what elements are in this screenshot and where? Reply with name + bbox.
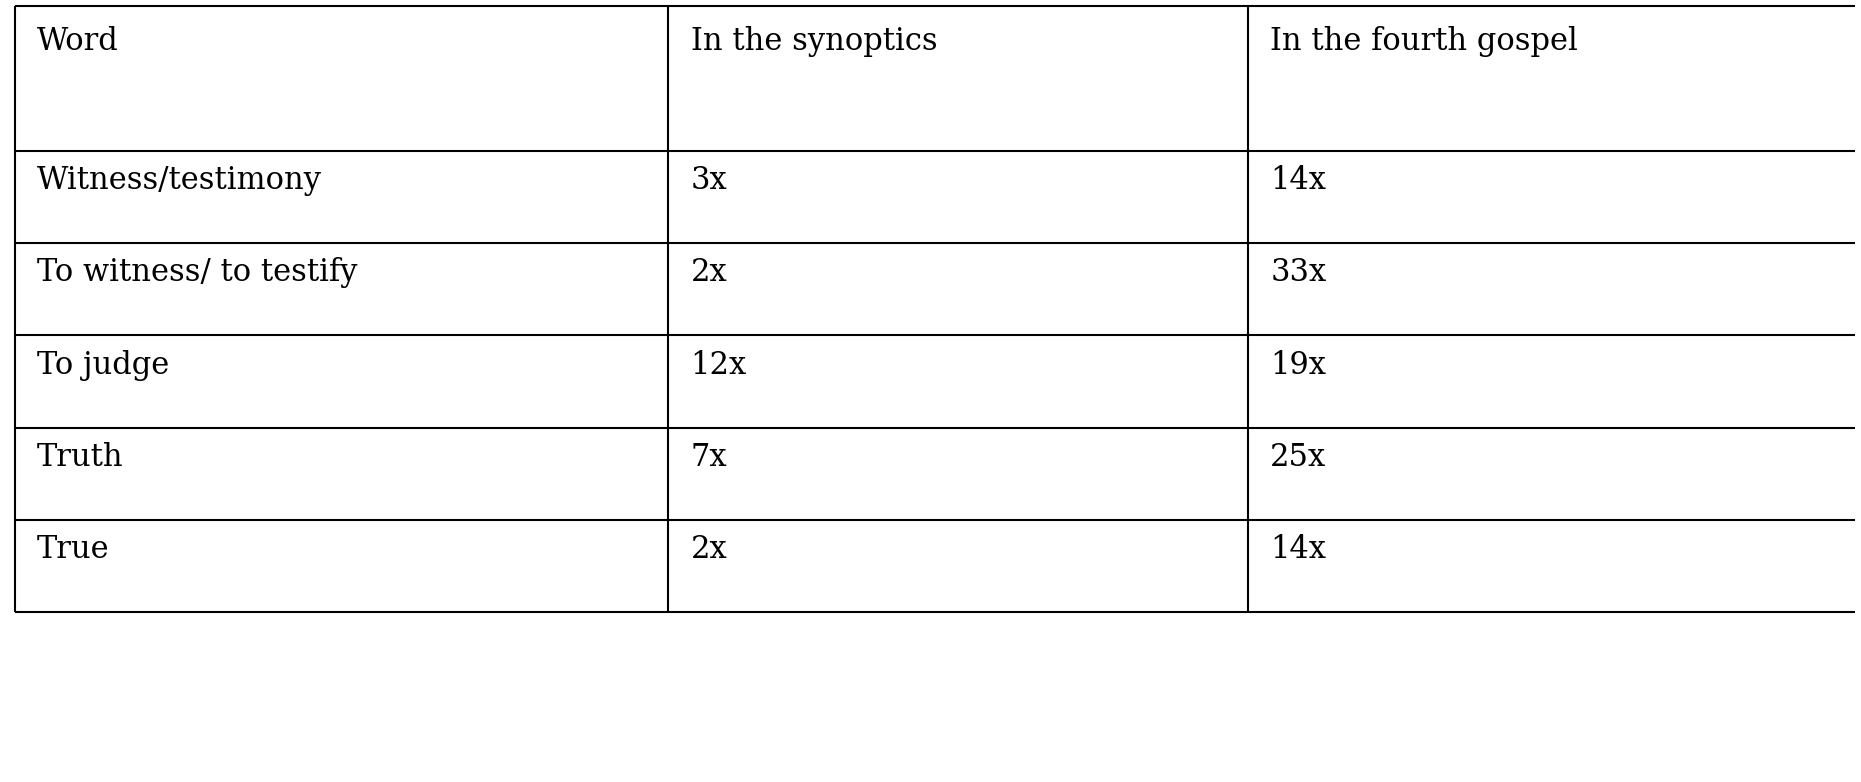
Text: 14x: 14x bbox=[1271, 165, 1327, 196]
Text: 19x: 19x bbox=[1271, 350, 1327, 381]
Text: 25x: 25x bbox=[1271, 442, 1327, 473]
Text: In the synoptics: In the synoptics bbox=[690, 26, 938, 57]
Text: 2x: 2x bbox=[690, 257, 728, 289]
Text: 3x: 3x bbox=[690, 165, 728, 196]
Text: Word: Word bbox=[37, 26, 119, 57]
Text: In the fourth gospel: In the fourth gospel bbox=[1271, 26, 1578, 57]
Text: 7x: 7x bbox=[690, 442, 728, 473]
Text: 33x: 33x bbox=[1271, 257, 1327, 289]
Text: 12x: 12x bbox=[690, 350, 746, 381]
Text: 14x: 14x bbox=[1271, 534, 1327, 565]
Text: True: True bbox=[37, 534, 110, 565]
Text: Truth: Truth bbox=[37, 442, 125, 473]
Text: To witness/ to testify: To witness/ to testify bbox=[37, 257, 357, 289]
Text: To judge: To judge bbox=[37, 350, 169, 381]
Text: 2x: 2x bbox=[690, 534, 728, 565]
Text: Witness/testimony: Witness/testimony bbox=[37, 165, 322, 196]
